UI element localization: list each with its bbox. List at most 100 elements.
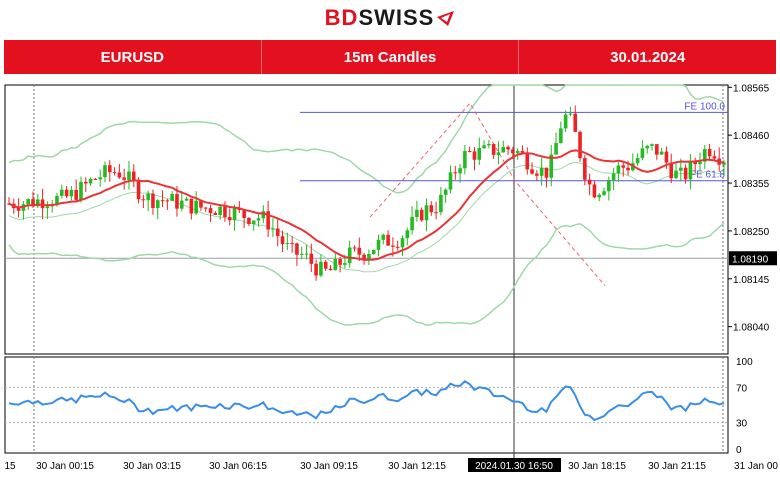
candle-body	[131, 171, 136, 181]
candle-body	[347, 247, 352, 264]
candle-body	[645, 145, 650, 149]
candle-body	[525, 152, 530, 170]
candle-body	[568, 113, 573, 115]
candle-body	[16, 208, 21, 211]
candle-body	[333, 258, 338, 271]
candle-body	[367, 254, 371, 260]
candle-body	[112, 172, 117, 174]
candle-body	[472, 151, 477, 160]
brand-logo: BDSWISS	[0, 0, 780, 36]
candle-body	[659, 151, 664, 155]
candle-body	[151, 193, 155, 208]
candle-body	[597, 194, 602, 198]
candle-body	[319, 261, 323, 276]
price-chart: FE 100.0FE 61.8 1.081901.080401.081451.0…	[4, 83, 778, 472]
candle-body	[69, 190, 74, 197]
candle-body	[74, 190, 78, 200]
timeframe-label: 15m Candles	[262, 40, 520, 74]
candle-body	[386, 234, 390, 246]
candle-body	[501, 146, 506, 153]
candle-body	[127, 171, 131, 180]
candle-body	[251, 220, 256, 224]
candle-body	[573, 113, 578, 132]
candle-body	[381, 234, 386, 240]
price-tick-label: 1.08355	[733, 179, 770, 190]
candle-body	[160, 200, 165, 202]
candle-body	[357, 247, 362, 255]
candle-body	[559, 128, 563, 143]
time-tick-label: 30 Jan 03:15	[123, 461, 181, 472]
candle-body	[31, 199, 35, 207]
candle-body	[722, 162, 726, 165]
candle-body	[405, 230, 410, 239]
candle-body	[674, 170, 678, 179]
oscillator-tick-label: 30	[736, 419, 748, 430]
crosshair-time-tag	[468, 458, 561, 472]
candle-body	[314, 263, 318, 276]
fib-level-label: FE 100.0	[684, 101, 725, 112]
candle-body	[290, 243, 294, 245]
oscillator-line	[8, 380, 725, 422]
candle-body	[93, 178, 98, 180]
candle-body	[88, 178, 93, 184]
candle-body	[309, 253, 314, 264]
candle-body	[707, 149, 712, 157]
candle-body	[55, 195, 59, 205]
candle-body	[592, 184, 597, 198]
candle-body	[83, 181, 88, 184]
oscillator-panel	[4, 356, 729, 454]
candle-body	[434, 212, 438, 214]
candle-body	[511, 149, 515, 154]
candle-body	[467, 151, 472, 153]
candle-body	[703, 149, 707, 162]
upper-band-line	[8, 84, 725, 194]
middle-band-line	[8, 161, 725, 273]
candle-body	[256, 218, 261, 221]
candle-body	[165, 200, 170, 202]
candle-body	[607, 180, 611, 192]
candle-body	[549, 154, 554, 178]
candle-body	[578, 131, 582, 159]
date-label: 30.01.2024	[610, 48, 686, 66]
time-tick-label: 30 Jan 12:15	[388, 461, 446, 472]
candle-body	[261, 211, 266, 219]
candle-body	[213, 213, 218, 215]
candle-body	[506, 146, 510, 150]
candle-body	[496, 152, 501, 155]
candle-body	[179, 200, 184, 209]
candle-body	[271, 228, 275, 230]
oscillator	[5, 380, 728, 424]
candle-body	[616, 165, 621, 174]
candle-body	[698, 161, 702, 165]
time-tick-label: 30 Jan 09:15	[300, 461, 358, 472]
candle-body	[626, 167, 630, 171]
candle-body	[122, 177, 126, 180]
candle-body	[463, 151, 467, 169]
candle-body	[280, 236, 285, 244]
candle-body	[371, 249, 376, 255]
candle-body	[693, 161, 698, 165]
oscillator-tick-label: 70	[736, 383, 748, 394]
candle-body	[218, 206, 222, 215]
time-tick-label: 30 Jan 06:15	[209, 461, 267, 472]
price-panel	[4, 84, 729, 355]
candle-body	[415, 209, 419, 218]
candle-body	[203, 207, 208, 209]
time-tick-label: 30 Jan 21:15	[648, 461, 706, 472]
candle-body	[285, 243, 290, 245]
candle-body	[79, 181, 83, 200]
candle-body	[175, 194, 179, 209]
crosshair-time-label: 2024.01.30 16:50	[475, 461, 553, 472]
time-tick-label: 30 Jan 00:15	[36, 461, 94, 472]
candle-body	[419, 209, 424, 221]
candle-body	[227, 217, 232, 221]
candle-body	[712, 156, 717, 159]
candle-body	[458, 168, 462, 174]
candle-body	[98, 177, 102, 180]
candle-body	[376, 239, 381, 250]
candle-body	[611, 173, 616, 181]
grid-layer	[5, 85, 728, 463]
candle-body	[482, 145, 486, 149]
price-tick-label: 1.08460	[733, 131, 770, 142]
lower-band-line	[8, 222, 725, 326]
